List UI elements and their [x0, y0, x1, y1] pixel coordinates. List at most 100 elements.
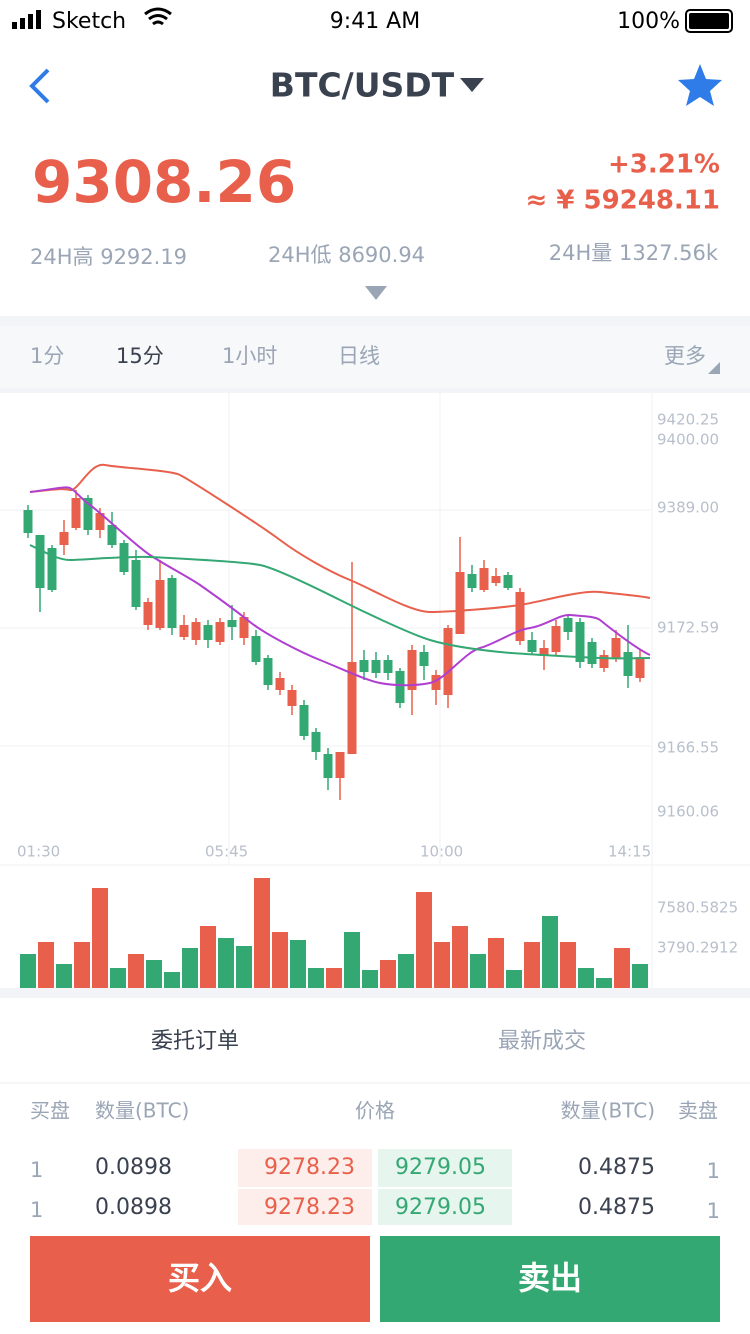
candle-body	[167, 578, 177, 628]
order-tab[interactable]: 最新成交	[498, 1029, 586, 1054]
candle-body	[83, 498, 93, 530]
tab-active[interactable]: 15分	[116, 344, 164, 368]
stat-label: 24H低	[268, 243, 332, 267]
wifi	[144, 7, 172, 26]
candle-body	[59, 532, 69, 545]
candle-body	[299, 705, 309, 736]
candle-body	[23, 510, 33, 533]
candle-body	[407, 650, 417, 690]
axis-label: 9160.06	[657, 803, 719, 821]
candle-body	[47, 548, 57, 590]
candle-body	[635, 657, 645, 678]
volume-bar	[398, 954, 414, 988]
more-icon[interactable]	[708, 362, 720, 374]
candle-body	[191, 622, 201, 640]
battery-text: 100%	[617, 9, 680, 34]
tab[interactable]: 1分	[30, 344, 64, 368]
tab[interactable]: 日线	[338, 344, 380, 368]
tab[interactable]: 1小时	[222, 344, 277, 368]
price-axis: 9420.25 9400.00 9389.00 9172.59 9166.55 …	[17, 411, 738, 957]
candle-body	[623, 652, 633, 676]
volume-bar	[56, 964, 72, 988]
sell-button[interactable]	[380, 1236, 720, 1322]
candle-body	[479, 568, 489, 590]
volume-bar	[164, 972, 180, 988]
volume-bar	[200, 926, 216, 988]
volume-bar	[524, 942, 540, 988]
stat-value: 9292.19	[100, 245, 187, 269]
stat: 24H低 8690.94	[268, 243, 425, 267]
header-cell: 买盘	[30, 1099, 70, 1123]
buy-button[interactable]	[30, 1236, 370, 1322]
candle-body	[131, 560, 141, 607]
stat: 24H高 9292.19	[30, 245, 187, 269]
volume-label: 3790.2912	[657, 939, 738, 957]
axis-label: 9389.00	[657, 499, 719, 517]
candle-body	[515, 592, 525, 641]
carrier: Sketch	[52, 9, 126, 34]
axis-label: 9166.55	[657, 739, 719, 757]
volume-bar	[380, 960, 396, 988]
volume-bar	[542, 916, 558, 988]
candle-body	[587, 642, 597, 664]
volume-bar	[146, 960, 162, 988]
dropdown-icon[interactable]	[460, 78, 484, 92]
more-tab[interactable]: 更多	[664, 344, 706, 368]
volume-bar	[578, 968, 594, 988]
cell: 1	[30, 1158, 43, 1182]
buy-label[interactable]: 买入	[168, 1259, 232, 1297]
pair-title[interactable]: BTC/USDT	[270, 66, 455, 105]
candle-body	[359, 660, 369, 672]
separator	[0, 388, 750, 393]
volume-bars	[20, 878, 648, 988]
volume-bar	[182, 948, 198, 988]
cell: 9279.05	[395, 1195, 486, 1220]
candle-body	[251, 636, 261, 662]
volume-bar	[344, 932, 360, 988]
candle-body	[335, 752, 345, 778]
candle-body	[539, 648, 549, 656]
back-button[interactable]	[29, 68, 50, 104]
header-cell: 数量(BTC)	[95, 1099, 189, 1123]
candle-body	[227, 620, 237, 627]
ma-lines	[29, 463, 651, 687]
candle-body	[599, 655, 609, 668]
separator	[0, 988, 750, 998]
candle-body	[215, 622, 225, 642]
candle-body	[395, 671, 405, 703]
axis-label: 9420.25	[657, 411, 719, 429]
volume-bar	[110, 968, 126, 988]
battery-fill	[689, 13, 729, 29]
candle-body	[203, 625, 213, 640]
header-cell: 卖盘	[678, 1099, 718, 1123]
stat-value: 1327.56k	[619, 241, 719, 265]
candle-body	[467, 574, 477, 588]
volume-bar	[272, 932, 288, 988]
volume-bar	[92, 888, 108, 988]
cell: 9279.05	[395, 1155, 486, 1180]
sell-label[interactable]: 卖出	[518, 1259, 582, 1297]
candle-body	[491, 576, 501, 583]
expand-icon[interactable]	[365, 286, 387, 300]
signal	[12, 10, 41, 29]
cell: 1	[707, 1159, 720, 1183]
cell: 0.4875	[578, 1155, 655, 1180]
volume-bar	[452, 926, 468, 988]
candle-body	[71, 498, 81, 528]
volume-bar	[416, 892, 432, 988]
stat: 24H量 1327.56k	[549, 241, 719, 265]
candle-body	[431, 675, 441, 690]
volume-bar	[218, 938, 234, 988]
order-tab-active[interactable]: 委托订单	[151, 1029, 239, 1054]
cell: 9278.23	[264, 1155, 355, 1180]
volume-bar	[632, 964, 648, 988]
stat-label: 24H量	[549, 241, 613, 265]
volume-bar	[74, 942, 90, 988]
candle-body	[563, 618, 573, 632]
time-label: 01:30	[17, 843, 60, 861]
favorite-star[interactable]	[678, 64, 722, 106]
candles	[23, 490, 645, 800]
cell: 0.0898	[95, 1195, 172, 1220]
stat-value: 8690.94	[338, 243, 425, 267]
volume-bar	[128, 954, 144, 988]
